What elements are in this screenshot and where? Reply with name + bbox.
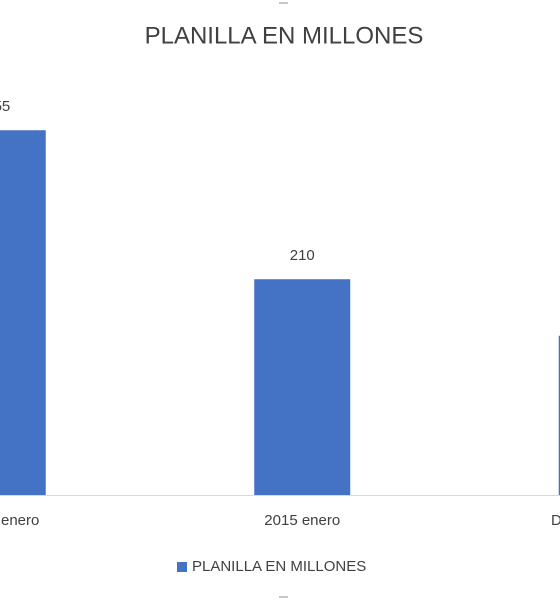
legend-swatch [177,562,187,572]
x-tick-label: 2015 enero [264,512,340,529]
data-label: 355 [0,98,10,115]
bar [0,130,46,496]
data-label: 210 [290,247,315,264]
x-tick-label: enero [1,512,39,529]
bar [254,279,351,495]
x-tick-label: DI [551,512,560,529]
legend-label: PLANILLA EN MILLONES [192,558,366,575]
chart-title: PLANILLA EN MILLONES [145,22,424,49]
bar [558,335,560,495]
